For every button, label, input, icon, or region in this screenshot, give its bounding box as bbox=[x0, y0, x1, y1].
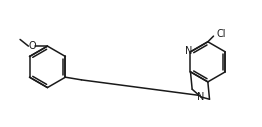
Text: O: O bbox=[29, 41, 37, 51]
Text: N: N bbox=[197, 92, 205, 102]
Text: Cl: Cl bbox=[216, 29, 226, 39]
Text: N: N bbox=[185, 46, 193, 57]
